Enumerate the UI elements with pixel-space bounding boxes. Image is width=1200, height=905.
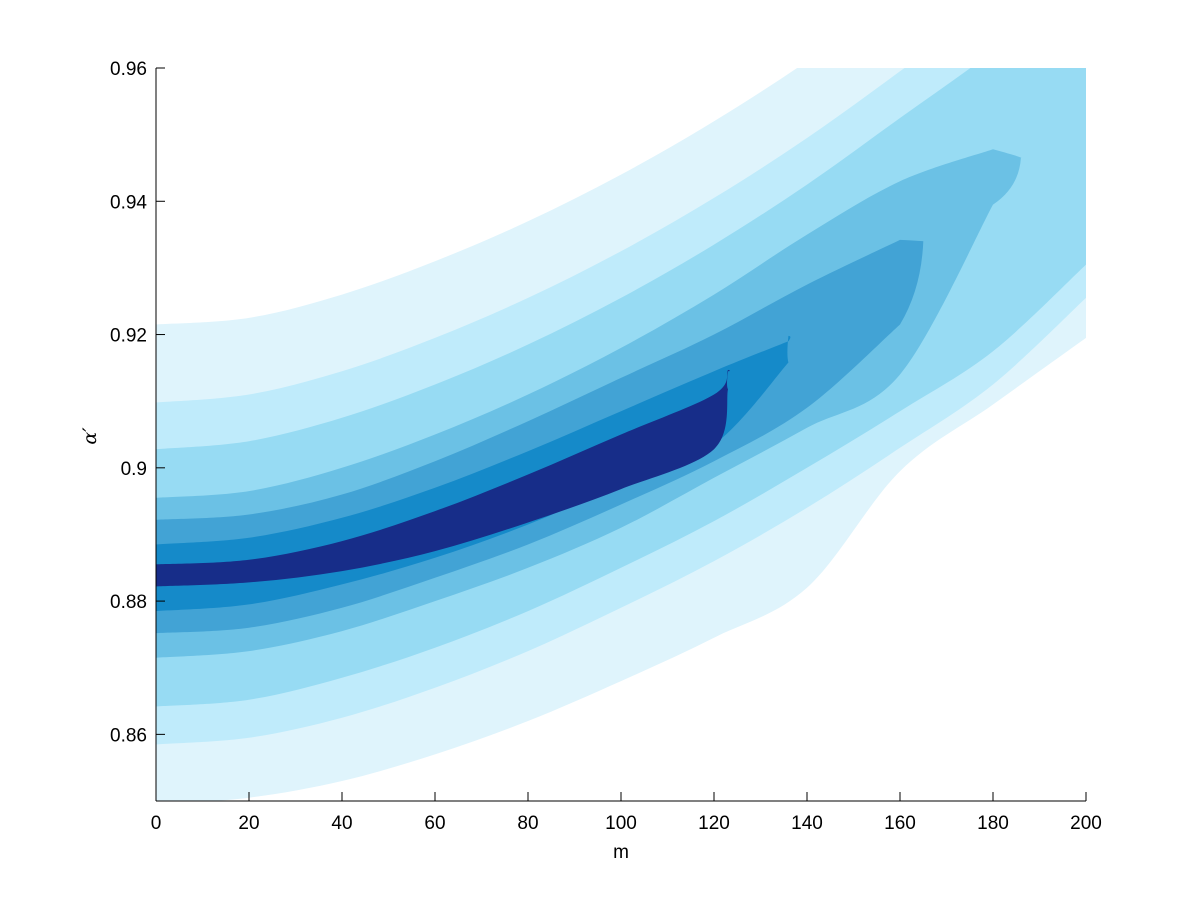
y-tick-label: 0.9 bbox=[121, 459, 147, 480]
y-axis-ticks: 0.86 0.88 0.9 0.92 0.94 0.96 bbox=[110, 59, 165, 746]
contour-band-level-7 bbox=[156, 369, 730, 587]
x-tick-label: 140 bbox=[791, 813, 823, 834]
x-tick-label: 60 bbox=[424, 813, 445, 834]
x-tick-label: 120 bbox=[698, 813, 730, 834]
x-axis-label: m bbox=[613, 842, 629, 863]
contour-band-level-6 bbox=[156, 335, 791, 612]
y-tick-label: 0.86 bbox=[110, 725, 147, 746]
y-tick-label: 0.94 bbox=[110, 192, 147, 213]
y-tick-label: 0.92 bbox=[110, 326, 147, 347]
x-tick-label: 20 bbox=[238, 813, 259, 834]
x-tick-label: 180 bbox=[977, 813, 1009, 834]
x-axis-ticks: 0 20 40 60 80 100 120 140 160 180 200 bbox=[151, 792, 1102, 834]
x-tick-label: 80 bbox=[517, 813, 538, 834]
x-tick-label: 0 bbox=[151, 813, 162, 834]
y-tick-label: 0.96 bbox=[110, 59, 147, 80]
y-axis-label: α′ bbox=[79, 427, 101, 445]
x-tick-label: 40 bbox=[331, 813, 352, 834]
x-tick-label: 100 bbox=[605, 813, 637, 834]
x-tick-label: 200 bbox=[1070, 813, 1102, 834]
y-tick-label: 0.88 bbox=[110, 592, 147, 613]
plot-area bbox=[156, 68, 1086, 801]
x-tick-label: 160 bbox=[884, 813, 916, 834]
